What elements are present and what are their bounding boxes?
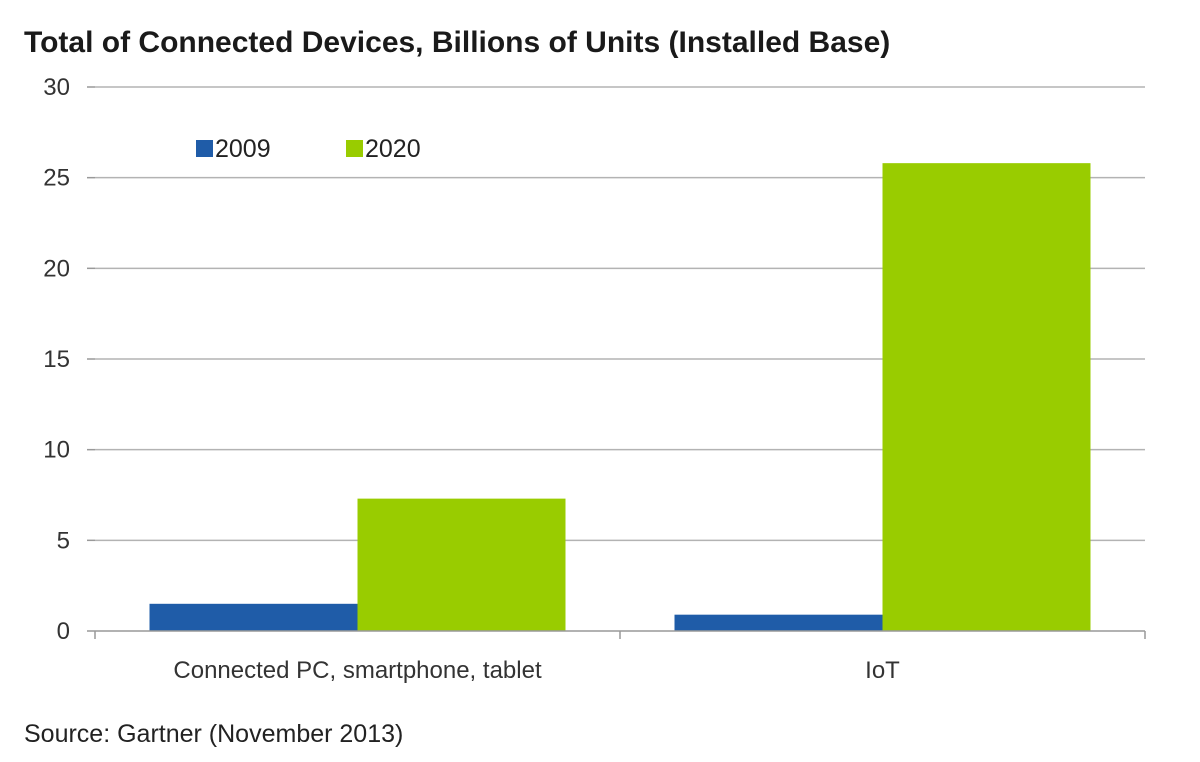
y-axis-ticks: 0 5 10 15 20 25 30: [43, 74, 70, 645]
x-axis-tick-marks: [94, 631, 1146, 639]
x-axis-categories: Connected PC, smartphone, tablet IoT: [173, 657, 900, 684]
y-tick-label: 30: [43, 74, 70, 101]
y-tick-label: 0: [57, 618, 70, 645]
legend-swatch-2020: [346, 140, 363, 157]
bar-2009-1: [149, 603, 358, 631]
x-category-label: IoT: [865, 657, 900, 684]
y-tick-label: 10: [43, 437, 70, 464]
legend-label-2020: 2020: [365, 135, 421, 163]
legend-swatch-2009: [196, 140, 213, 157]
y-tick-label: 25: [43, 165, 70, 192]
legend: 2009 2020: [196, 135, 421, 163]
bar-2020-2: [882, 163, 1091, 631]
bars: [149, 163, 1091, 631]
y-tick-label: 20: [43, 255, 70, 282]
source-note: Source: Gartner (November 2013): [24, 720, 403, 748]
legend-label-2009: 2009: [215, 135, 271, 163]
y-tick-label: 15: [43, 346, 70, 373]
chart-title: Total of Connected Devices, Billions of …: [24, 26, 890, 59]
x-category-label: Connected PC, smartphone, tablet: [173, 657, 542, 684]
bar-2020-1: [357, 498, 566, 631]
y-tick-label: 5: [57, 527, 70, 554]
bar-2009-2: [674, 614, 883, 631]
